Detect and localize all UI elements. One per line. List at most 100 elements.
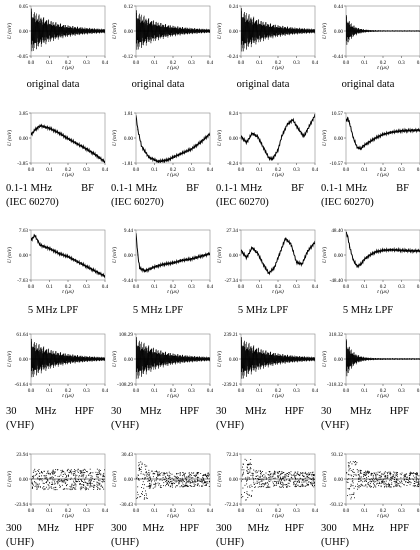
noise-point [374,474,376,476]
noise-point [417,481,419,483]
noise-point [137,474,139,476]
noise-point [141,463,143,465]
noise-point [282,472,284,474]
noise-point [82,476,84,478]
noise-point [90,485,92,487]
noise-point [152,476,154,478]
noise-point [174,480,176,482]
noise-point [285,473,287,475]
noise-point [208,485,210,487]
noise-point [96,483,98,485]
noise-point [73,475,75,476]
noise-point [416,484,418,486]
noise-point [51,472,53,474]
noise-point [311,475,313,477]
noise-point [375,472,377,474]
noise-point [267,482,268,484]
noise-point [385,482,387,484]
caption-hpf300: 300 MHz HPF (UHF) [216,522,316,550]
noise-point [155,480,157,482]
noise-point [91,485,93,487]
noise-point [155,483,157,485]
noise-point [417,474,418,476]
noise-point [70,478,72,480]
x-tick-label: 0.0 [238,284,245,290]
noise-point [193,480,195,482]
noise-point [377,480,379,482]
noise-point [70,470,71,472]
noise-point [418,479,419,481]
noise-point [396,481,398,483]
y-tick-label: 9.44 [124,228,133,234]
y-tick-label: -10.57 [330,161,344,167]
noise-point [300,486,302,487]
noise-point [39,472,41,474]
noise-point [184,485,186,487]
noise-point [43,483,45,485]
noise-point [61,481,63,483]
noise-point [304,480,306,482]
noise-point [352,493,354,495]
noise-point [394,472,396,474]
y-axis-label: U (mV) [216,130,223,147]
noise-point [164,479,166,481]
noise-point [263,476,265,478]
x-tick-label: 0.3 [293,167,300,173]
noise-point [182,484,184,486]
noise-point [43,475,45,477]
noise-point [138,478,140,480]
y-axis-label: U (mV) [321,471,328,488]
noise-point [73,486,75,488]
noise-point [376,479,378,481]
data-point [241,135,242,138]
data-point [34,129,36,131]
noise-point [380,485,382,487]
noise-point [51,486,53,488]
noise-point [244,492,246,493]
noise-point [190,485,192,487]
caption-hpf30-a: 30 [321,406,332,417]
noise-point [312,471,314,473]
noise-point [207,474,208,476]
noise-point [394,476,396,478]
noise-point [151,470,153,472]
noise-point [377,482,379,484]
noise-point [281,484,283,486]
x-tick-label: 0.2 [275,388,282,394]
noise-point [51,487,53,489]
noise-point [375,474,377,476]
noise-point [302,484,304,486]
noise-point [353,476,354,477]
noise-point [375,481,377,483]
noise-point [394,477,395,479]
noise-point [195,473,197,475]
noise-point [202,474,204,476]
noise-point [90,482,92,484]
noise-point [80,471,82,473]
noise-point [409,474,411,476]
noise-point [385,484,387,486]
noise-point [187,476,189,478]
noise-point [358,478,360,480]
data-point [172,156,174,158]
data-point [297,128,299,130]
caption-hpf30-a: 30 [216,406,227,417]
y-tick-label: 72.24 [226,452,238,458]
noise-point [314,481,315,483]
noise-point [283,477,285,479]
noise-point [273,485,275,487]
noise-point [155,485,157,487]
noise-point [99,488,101,490]
caption-bf-line1-b: BF [186,183,199,194]
noise-point [174,482,176,484]
noise-point [98,471,100,473]
noise-point [247,463,249,465]
cell-hpf300-1: 23.94 0.00 -23.94 U (mV) 0.0 0.1 0.2 0.3 0.4 t (μ… [3,448,108,550]
noise-point [176,472,178,474]
noise-point [294,484,296,486]
y-tick-label: 27.34 [226,228,238,234]
noise-point [52,479,54,481]
noise-point [288,472,290,474]
noise-point [293,473,295,475]
noise-point [360,483,362,485]
